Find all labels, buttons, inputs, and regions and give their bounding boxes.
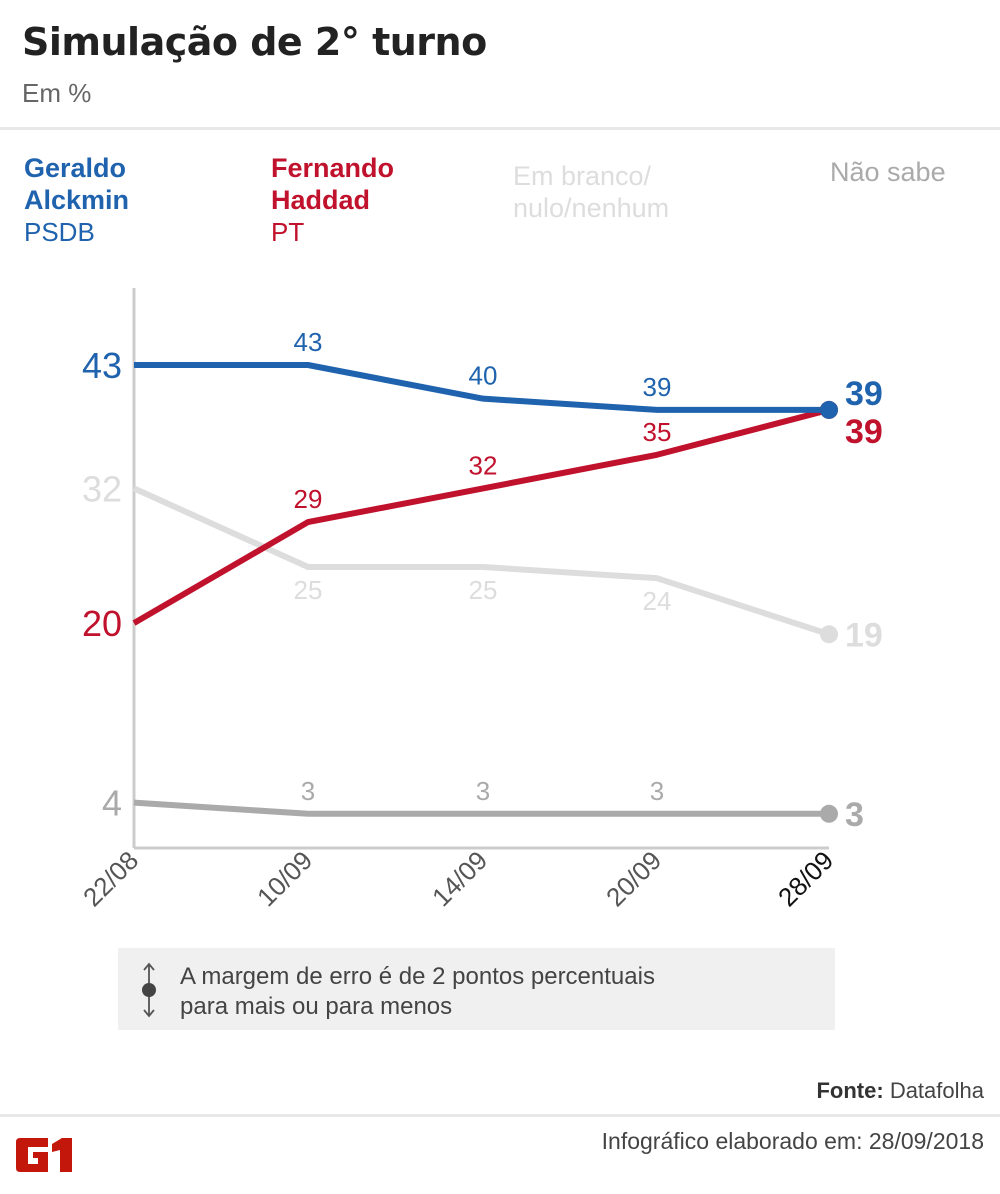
data-label-branco-nulo: 25	[294, 575, 323, 605]
start-label-nao-sabe: 4	[102, 783, 122, 824]
margin-of-error-icon	[142, 962, 156, 1018]
data-label-haddad: 29	[294, 484, 323, 514]
chart-title: Simulação de 2° turno	[22, 20, 487, 64]
legend-item-alckmin: Geraldo Alckmin PSDB	[24, 152, 129, 248]
series-line-alckmin	[134, 362, 829, 413]
data-label-nao-sabe: 3	[650, 776, 664, 806]
legend-party: PSDB	[24, 217, 95, 247]
end-label-alckmin: 39	[845, 375, 883, 413]
legend-party: PT	[271, 217, 305, 247]
data-label-branco-nulo: 24	[643, 586, 672, 616]
legend-name-line1: Fernando	[271, 153, 395, 183]
source-value: Datafolha	[889, 1078, 984, 1103]
end-point-branco-nulo	[820, 625, 838, 644]
legend-item-branco-nulo: Em branco/ nulo/nenhum	[513, 160, 669, 224]
data-label-alckmin: 43	[294, 327, 323, 357]
data-label-alckmin: 40	[469, 361, 498, 391]
legend-name-line1: Geraldo	[24, 153, 127, 183]
g1-logo	[16, 1138, 72, 1172]
margin-of-error-note: A margem de erro é de 2 pontos percentua…	[118, 948, 835, 1030]
data-label-alckmin: 39	[643, 372, 672, 402]
x-tick-label: 28/09	[772, 845, 839, 912]
legend-name-line2: Haddad	[271, 185, 371, 215]
credit: Infográfico elaborado em: 28/09/2018	[601, 1128, 984, 1154]
footer-divider	[0, 1114, 1000, 1117]
x-tick-label: 14/09	[426, 845, 493, 912]
data-label-branco-nulo: 25	[469, 575, 498, 605]
end-point-alckmin	[820, 400, 838, 419]
source-label: Fonte:	[816, 1078, 884, 1103]
end-label-nao-sabe: 3	[845, 796, 864, 834]
start-label-haddad: 20	[82, 603, 122, 644]
data-label-nao-sabe: 3	[301, 776, 315, 806]
series-line-nao-sabe	[133, 799, 829, 817]
end-point-nao-sabe	[820, 804, 838, 823]
start-label-branco-nulo: 32	[82, 468, 122, 509]
legend-item-nao-sabe: Não sabe	[830, 156, 946, 188]
chart-subtitle: Em %	[22, 78, 92, 108]
note-line-2: para mais ou para menos	[180, 993, 453, 1020]
data-label-haddad: 32	[469, 450, 498, 480]
source: Fonte: Datafolha	[816, 1078, 984, 1104]
x-tick-label: 20/09	[600, 845, 667, 912]
data-label-haddad: 35	[643, 417, 672, 447]
legend-item-haddad: Fernando Haddad PT	[271, 152, 394, 248]
end-label-branco-nulo: 19	[845, 616, 883, 654]
legend-name-line1: Em branco/	[513, 161, 652, 191]
legend-name-line2: nulo/nenhum	[513, 193, 670, 223]
legend-name-line2: Alckmin	[24, 185, 130, 215]
legend-name-line1: Não sabe	[830, 157, 946, 187]
header-divider	[0, 127, 1000, 130]
end-label-haddad: 39	[845, 413, 883, 451]
series-line-haddad	[132, 406, 830, 626]
note-line-1: A margem de erro é de 2 pontos percentua…	[180, 963, 655, 990]
x-tick-label: 10/09	[251, 845, 318, 912]
start-label-alckmin: 43	[82, 345, 122, 386]
series-line-branco-nulo	[132, 485, 830, 638]
data-label-nao-sabe: 3	[476, 776, 490, 806]
x-tick-label: 22/08	[77, 845, 144, 912]
